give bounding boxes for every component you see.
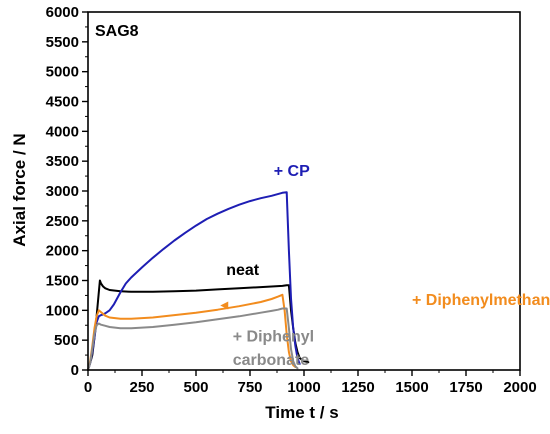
y-tick-label: 5000: [46, 64, 79, 81]
series-line-diphenyl-carbonate: [87, 307, 299, 371]
x-tick-label: 250: [129, 379, 154, 396]
y-tick-label: 2000: [46, 243, 79, 260]
y-tick-label: 3000: [46, 183, 79, 200]
x-tick-label: 1750: [449, 379, 482, 396]
x-tick-label: 1000: [287, 379, 320, 396]
series-line-diphenylmethanol: [87, 293, 297, 371]
direction-arrow-icon: [220, 301, 229, 310]
x-tick-label: 750: [237, 379, 262, 396]
annotation-label: + Diphenyl: [233, 328, 314, 345]
y-tick-label: 3500: [46, 153, 79, 170]
y-tick-label: 1000: [46, 302, 79, 319]
annotation-layer: + CP neat + Diphenylmethanol + Diphenyl carb…: [220, 163, 550, 369]
annotation-label: + CP: [274, 163, 310, 180]
x-tick-label: 1250: [341, 379, 374, 396]
axes-layer: 0 250 500 750 1000 1250 1500 1750 2000 0 500 1000 15…: [46, 4, 537, 396]
y-axis-title: Axial force / N: [10, 133, 29, 246]
plot-frame: [87, 11, 521, 371]
panel-label: SAG8: [95, 23, 139, 40]
x-tick-label: 500: [183, 379, 208, 396]
annotation-label: neat: [226, 262, 260, 279]
x-tick-label: 0: [84, 379, 92, 396]
y-tick-label: 4500: [46, 94, 79, 111]
x-tick-label: 1500: [395, 379, 428, 396]
y-tick-label: 6000: [46, 4, 79, 21]
y-tick-label: 1500: [46, 273, 79, 290]
series-layer: [87, 191, 310, 371]
y-tick-label: 4000: [46, 123, 79, 140]
annotation-label: + Diphenylmethanol: [412, 292, 550, 309]
annotation-label: carbonate: [233, 352, 310, 369]
y-tick-label: 2500: [46, 213, 79, 230]
series-line-cp: [87, 191, 301, 371]
y-tick-label: 5500: [46, 34, 79, 51]
y-tick-label: 0: [71, 362, 79, 379]
x-axis-title: Time t / s: [265, 403, 338, 422]
y-tick-label: 500: [54, 332, 79, 349]
x-tick-label: 2000: [503, 379, 536, 396]
